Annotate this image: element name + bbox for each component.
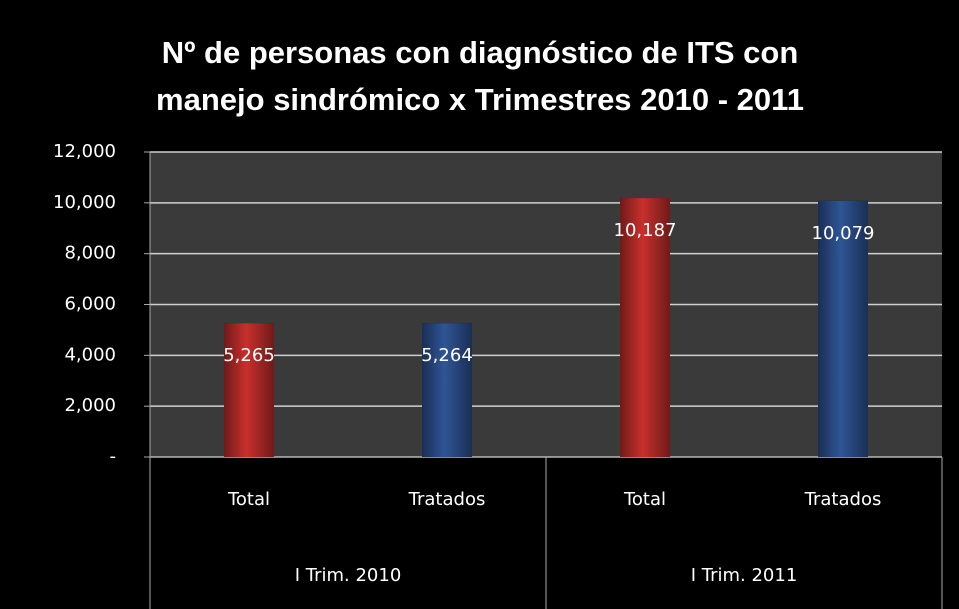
- bar: [422, 323, 472, 457]
- bar: [818, 200, 868, 457]
- bar: [224, 323, 274, 457]
- y-tick-label: 10,000: [53, 192, 116, 213]
- chart-title: manejo sindrómico x Trimestres 2010 - 20…: [156, 82, 804, 117]
- y-tick-label: -: [110, 446, 117, 467]
- y-tick-label: 12,000: [53, 141, 116, 162]
- value-label: 5,264: [421, 345, 473, 366]
- x-tick-label: Total: [227, 489, 270, 510]
- y-tick-label: 8,000: [64, 243, 116, 264]
- x-tick-label: Tratados: [804, 489, 882, 510]
- bar: [620, 198, 670, 457]
- y-tick-label: 4,000: [64, 344, 116, 365]
- chart-title: Nº de personas con diagnóstico de ITS co…: [162, 35, 799, 70]
- value-label: 5,265: [223, 345, 275, 366]
- group-label: I Trim. 2011: [691, 565, 798, 586]
- y-tick-label: 2,000: [64, 395, 116, 416]
- y-tick-label: 6,000: [64, 294, 116, 315]
- value-label: 10,187: [614, 220, 677, 241]
- group-label: I Trim. 2010: [295, 565, 402, 586]
- x-tick-label: Total: [623, 489, 666, 510]
- x-tick-label: Tratados: [408, 489, 486, 510]
- value-label: 10,079: [812, 223, 875, 244]
